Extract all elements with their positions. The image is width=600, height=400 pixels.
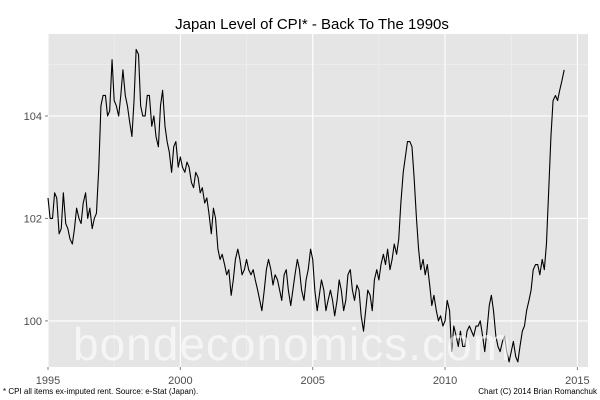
x-tick-label: 2000 [168, 375, 192, 387]
y-tick-label: 102 [24, 213, 42, 225]
footnote-copyright: Chart (C) 2014 Brian Romanchuk [478, 387, 598, 396]
x-tick-label: 2015 [565, 375, 589, 387]
watermark: bondeconomics.com [73, 318, 512, 370]
footnote-source: * CPI all items ex-imputed rent. Source:… [3, 387, 198, 396]
x-tick-label: 1995 [36, 375, 60, 387]
series-layer [47, 48, 565, 363]
major-gridlines [47, 34, 588, 367]
chart-title: Japan Level of CPI* - Back To The 1990s [175, 16, 449, 33]
y-axis: 100 102 104 [24, 111, 48, 328]
x-axis: 1995 2000 2005 2010 2015 [36, 367, 590, 387]
y-tick-label: 100 [24, 316, 42, 328]
plot-panel [48, 34, 588, 367]
x-tick-label: 2005 [300, 375, 324, 387]
minor-gridlines [48, 34, 588, 367]
cpi-series-line [47, 48, 565, 363]
x-tick-label: 2010 [433, 375, 457, 387]
y-tick-label: 104 [24, 111, 42, 123]
